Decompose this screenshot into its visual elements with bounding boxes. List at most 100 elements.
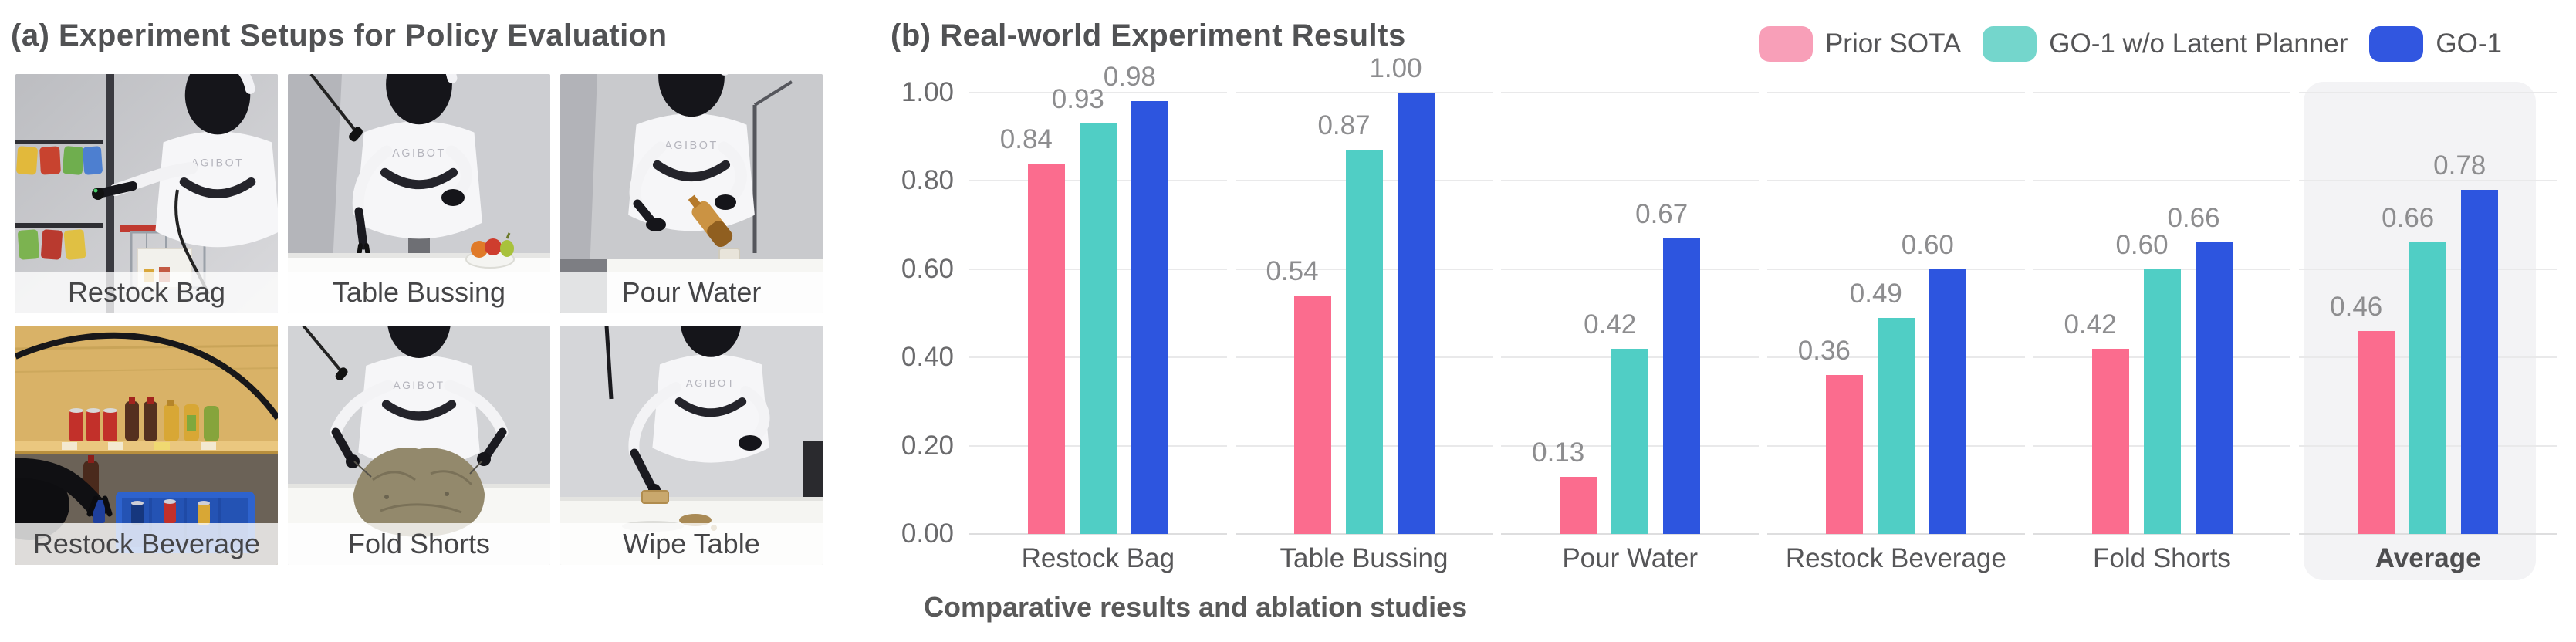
bar-cluster: 0.13 0.42 0.67 — [1501, 93, 1759, 534]
category-label-pour-water: Pour Water — [1562, 543, 1699, 573]
bar-slot: 1.00 — [1369, 54, 1435, 534]
photo-restock-bag: AGIBOT — [15, 74, 278, 313]
bar-value-label: 0.42 — [1584, 309, 1637, 340]
photo-label-restock-beverage: Restock Beverage — [15, 523, 278, 565]
bar-slot: 0.87 — [1317, 93, 1383, 534]
bar-go-1 — [1397, 93, 1435, 534]
photo-table-bussing: Table Bussing — [288, 74, 550, 313]
bar-prior-sota — [1825, 375, 1863, 534]
bar-slot: 0.98 — [1104, 63, 1168, 534]
gridline — [2299, 92, 2557, 93]
category-label-fold-shorts: Fold Shorts — [2093, 543, 2231, 573]
bar-go-1-w-o-latent-planner — [2409, 242, 2447, 534]
bar-value-label: 0.60 — [1901, 229, 1954, 260]
bar-cluster: 0.54 0.87 1.00 — [1236, 54, 1493, 534]
bar-slot: 0.46 — [2330, 93, 2395, 534]
photo-label-table-bussing: Table Bussing — [288, 272, 550, 313]
chart-panel-fold-shorts: 0.42 0.60 0.66 Fold Shorts — [2033, 92, 2291, 573]
legend-swatch-prior-sota — [1758, 26, 1813, 62]
bar-value-label: 0.13 — [1532, 437, 1585, 468]
bar-slot: 0.66 — [2382, 93, 2447, 534]
section-b-title: (b) Real-world Experiment Results — [891, 19, 1406, 52]
bar-value-label: 0.49 — [1849, 278, 1902, 309]
bar-value-label: 0.36 — [1797, 336, 1851, 367]
bar-value-label: 0.54 — [1266, 256, 1319, 287]
axis-baseline — [1501, 533, 1760, 535]
bar-value-label: 0.66 — [2167, 203, 2220, 234]
legend-item-prior-sota: Prior SOTA — [1758, 26, 1961, 62]
bar-prior-sota — [2358, 330, 2395, 534]
legend-item-go-1: GO-1 — [2369, 26, 2502, 62]
bar-value-label: 1.00 — [1369, 53, 1422, 83]
bar-slot: 0.54 — [1266, 93, 1331, 534]
photo-restock-beverage: Restock Beverage — [15, 326, 278, 565]
bar-slot: 0.36 — [1798, 93, 1863, 534]
bar-go-1-w-o-latent-planner — [1877, 317, 1915, 534]
axis-baseline — [1235, 533, 1493, 535]
bar-go-1-w-o-latent-planner — [2143, 269, 2181, 534]
bar-value-label: 0.46 — [2330, 291, 2383, 322]
bar-value-label: 0.60 — [2115, 229, 2169, 260]
bar-slot: 0.67 — [1635, 93, 1701, 534]
chart-panel-restock-bag: 0.84 0.93 0.98 Restock Bag — [969, 63, 1227, 573]
bar-slot: 0.42 — [1584, 93, 1649, 534]
bar-go-1 — [2461, 189, 2499, 534]
bar-value-label: 0.84 — [999, 123, 1053, 154]
y-tick-label: 0.60 — [901, 253, 954, 284]
bar-go-1-w-o-latent-planner — [1611, 348, 1649, 534]
bar-slot: 0.93 — [1052, 85, 1117, 534]
legend-swatch-go-1 — [2369, 26, 2424, 62]
legend-item-go-1-w-o-latent-planner: GO-1 w/o Latent Planner — [1983, 26, 2348, 62]
gridline — [1501, 180, 1760, 182]
chart-panel-restock-beverage: 0.36 0.49 0.60 Restock Beverage — [1767, 92, 2025, 573]
chart-panel-table-bussing: 0.54 0.87 1.00 Table Bussing — [1235, 54, 1493, 573]
photo-pour-water: Pour Water — [560, 74, 823, 313]
y-tick-label: 0.80 — [901, 165, 954, 196]
category-label-table-bussing: Table Bussing — [1280, 543, 1449, 573]
section-a-title: (a) Experiment Setups for Policy Evaluat… — [11, 19, 668, 52]
chart-panel-pour-water: 0.13 0.42 0.67 Pour Water — [1501, 92, 1760, 573]
bar-go-1 — [1929, 269, 1966, 534]
bar-go-1-w-o-latent-planner — [1079, 123, 1117, 534]
bar-prior-sota — [2091, 348, 2129, 534]
bar-cluster: 0.42 0.60 0.66 — [2033, 93, 2291, 534]
chart-plot: 0.84 0.93 0.98 Restock Bag 0.54 0.87 1.00 Table… — [969, 54, 2557, 580]
gridline — [1767, 92, 2025, 93]
axis-baseline — [2299, 533, 2557, 535]
photo-label-restock-bag: Restock Bag — [15, 272, 278, 313]
legend-label-go-1: GO-1 — [2436, 29, 2502, 59]
bar-prior-sota — [1027, 163, 1065, 534]
gridline — [2033, 180, 2291, 182]
photo-label-fold-shorts: Fold Shorts — [288, 523, 550, 565]
gridline — [1501, 92, 1760, 93]
bar-value-label: 0.98 — [1103, 62, 1156, 93]
photo-fold-shorts: Fold Shorts — [288, 326, 550, 565]
gridline — [1501, 268, 1760, 270]
bar-slot: 0.60 — [1902, 93, 1966, 534]
bar-slot: 0.60 — [2115, 93, 2181, 534]
bar-value-label: 0.93 — [1051, 84, 1104, 115]
bar-slot: 0.78 — [2433, 93, 2499, 534]
axis-baseline — [2033, 533, 2291, 535]
bar-cluster: 0.36 0.49 0.60 — [1767, 93, 2025, 534]
bar-value-label: 0.67 — [1635, 198, 1689, 229]
bar-value-label: 0.87 — [1317, 110, 1371, 141]
bar-go-1-w-o-latent-planner — [1345, 150, 1383, 534]
bar-value-label: 0.42 — [2064, 309, 2117, 340]
bar-slot: 0.13 — [1532, 93, 1597, 534]
bar-cluster: 0.84 0.93 0.98 — [969, 63, 1227, 534]
legend-swatch-go-1-w-o-latent-planner — [1983, 26, 2037, 62]
legend: Prior SOTA GO-1 w/o Latent Planner GO-1 — [1758, 26, 2502, 62]
bar-slot: 0.42 — [2064, 93, 2129, 534]
photo-wipe-table: Wipe Table — [560, 326, 823, 565]
y-tick-label: 0.00 — [901, 519, 954, 549]
legend-label-go-1-w-o-latent-planner: GO-1 w/o Latent Planner — [2049, 29, 2348, 59]
gridline — [1767, 268, 2025, 270]
bar-slot: 0.84 — [1000, 93, 1065, 534]
axis-baseline — [1767, 533, 2025, 535]
category-label-average: Average — [2375, 543, 2481, 573]
photo-label-pour-water: Pour Water — [560, 272, 823, 313]
bar-slot: 0.66 — [2167, 93, 2233, 534]
photo-label-wipe-table: Wipe Table — [560, 523, 823, 565]
